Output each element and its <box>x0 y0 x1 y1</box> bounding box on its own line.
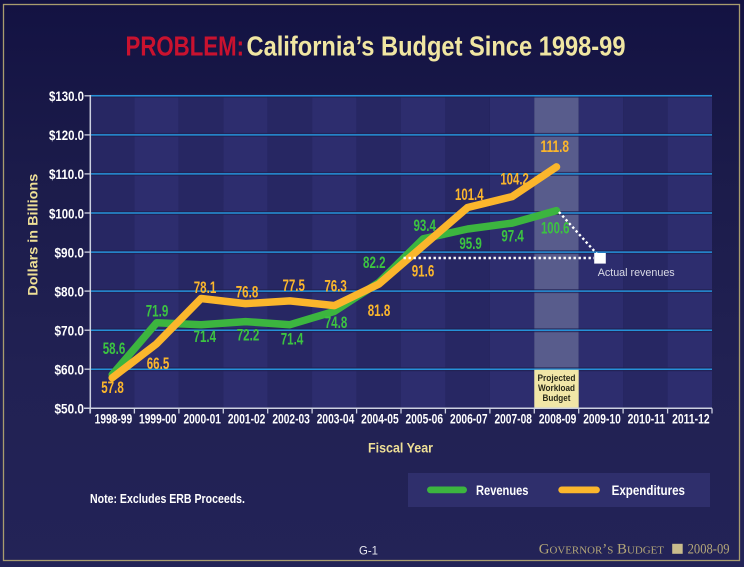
svg-text:71.9: 71.9 <box>146 303 169 321</box>
svg-text:82.2: 82.2 <box>363 254 386 272</box>
svg-text:Budget: Budget <box>543 393 571 403</box>
svg-text:Governor’s Budget: Governor’s Budget <box>539 542 665 558</box>
svg-text:97.4: 97.4 <box>501 227 524 245</box>
svg-text:71.4: 71.4 <box>194 328 217 346</box>
svg-text:G-1: G-1 <box>359 544 378 558</box>
svg-text:Projected: Projected <box>538 373 576 383</box>
svg-text:93.4: 93.4 <box>413 217 436 235</box>
svg-text:Workload: Workload <box>538 383 575 393</box>
svg-text:58.6: 58.6 <box>103 340 126 358</box>
svg-text:100.6: 100.6 <box>541 220 570 238</box>
svg-text:2006-07: 2006-07 <box>450 411 488 426</box>
svg-text:78.1: 78.1 <box>194 279 217 297</box>
svg-text:104.2: 104.2 <box>500 170 529 188</box>
svg-text:1998-99: 1998-99 <box>95 411 133 426</box>
svg-text:Revenues: Revenues <box>476 483 529 498</box>
svg-text:101.4: 101.4 <box>455 186 484 204</box>
svg-text:2001-02: 2001-02 <box>228 411 266 426</box>
svg-text:2003-04: 2003-04 <box>317 411 355 426</box>
svg-text:2002-03: 2002-03 <box>272 411 310 426</box>
svg-text:71.4: 71.4 <box>281 330 304 348</box>
svg-text:$60.0: $60.0 <box>55 362 85 378</box>
svg-text:Expenditures: Expenditures <box>612 483 685 498</box>
svg-text:2008-09: 2008-09 <box>539 411 577 426</box>
svg-text:57.8: 57.8 <box>101 379 124 397</box>
svg-text:Actual revenues: Actual revenues <box>598 267 675 279</box>
svg-text:76.3: 76.3 <box>324 278 347 296</box>
svg-text:72.2: 72.2 <box>237 327 260 345</box>
svg-text:2000-01: 2000-01 <box>183 411 221 426</box>
svg-text:$110.0: $110.0 <box>49 166 84 182</box>
svg-text:2004-05: 2004-05 <box>361 411 399 426</box>
svg-text:2007-08: 2007-08 <box>494 411 532 426</box>
svg-text:$100.0: $100.0 <box>49 205 84 221</box>
svg-text:$70.0: $70.0 <box>55 323 85 339</box>
svg-text:$80.0: $80.0 <box>55 283 85 299</box>
svg-text:2009-10: 2009-10 <box>583 411 621 426</box>
svg-text:74.8: 74.8 <box>325 314 348 332</box>
svg-text:PROBLEM:: PROBLEM: <box>126 31 245 62</box>
svg-text:95.9: 95.9 <box>459 235 482 253</box>
svg-text:$120.0: $120.0 <box>49 127 84 143</box>
svg-text:$90.0: $90.0 <box>55 244 85 260</box>
svg-text:$130.0: $130.0 <box>49 88 84 104</box>
svg-text:California’s Budget Since 1998: California’s Budget Since 1998-99 <box>247 31 626 62</box>
svg-text:2008-09: 2008-09 <box>688 542 730 558</box>
svg-text:1999-00: 1999-00 <box>139 411 177 426</box>
svg-text:66.5: 66.5 <box>147 355 170 373</box>
svg-text:2010-11: 2010-11 <box>628 411 666 426</box>
svg-text:81.8: 81.8 <box>368 302 391 320</box>
svg-text:77.5: 77.5 <box>282 277 305 295</box>
svg-text:111.8: 111.8 <box>541 138 570 156</box>
svg-text:$50.0: $50.0 <box>55 401 85 417</box>
svg-text:2011-12: 2011-12 <box>672 411 710 426</box>
svg-text:Note: Excludes ERB Proceeds.: Note: Excludes ERB Proceeds. <box>90 492 245 506</box>
svg-text:91.6: 91.6 <box>412 263 435 281</box>
svg-text:Dollars in Billions: Dollars in Billions <box>26 174 41 296</box>
svg-text:Fiscal Year: Fiscal Year <box>368 441 434 456</box>
svg-text:76.8: 76.8 <box>236 283 259 301</box>
svg-text:2005-06: 2005-06 <box>406 411 444 426</box>
